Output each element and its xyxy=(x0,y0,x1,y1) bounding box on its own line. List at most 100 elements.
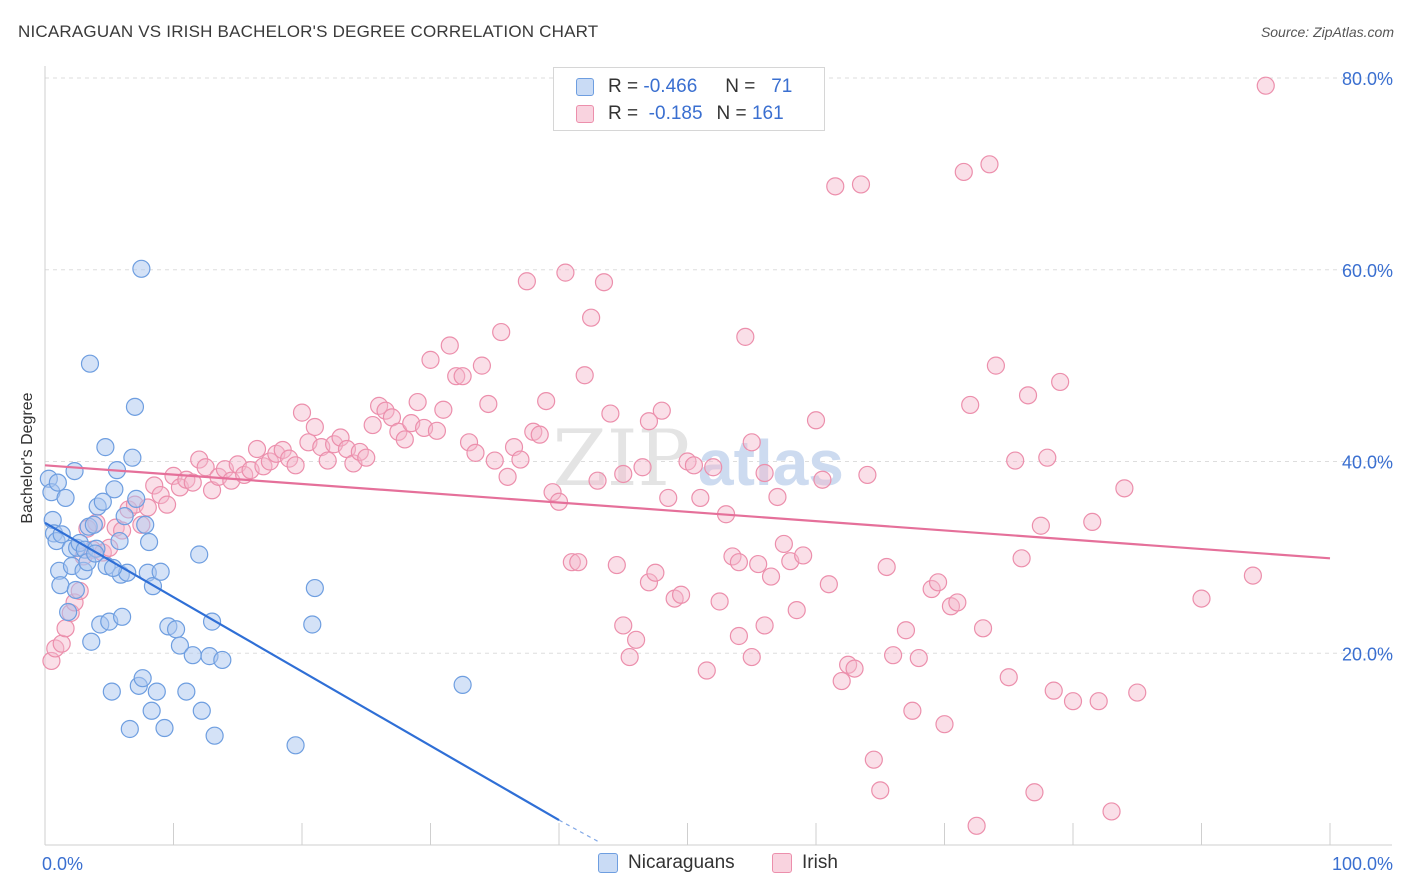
irish-point xyxy=(999,668,1018,687)
legend-swatch-pink xyxy=(576,105,594,123)
irish-point xyxy=(864,750,883,769)
irish-point xyxy=(562,553,581,572)
irish-point xyxy=(967,816,986,835)
nicaraguan-point xyxy=(151,562,170,581)
nicaraguan-point xyxy=(80,354,100,373)
irish-point xyxy=(961,395,980,415)
irish-point xyxy=(556,263,575,282)
irish-point xyxy=(1192,589,1211,608)
irish-point xyxy=(286,456,305,475)
nicaraguan-point xyxy=(136,515,155,534)
irish-point xyxy=(659,488,678,508)
irish-point xyxy=(1102,802,1121,821)
legend-label-irish: Irish xyxy=(802,852,838,873)
irish-point xyxy=(845,659,864,678)
nicaraguan-point xyxy=(123,448,142,467)
nicaraguan-point xyxy=(155,718,174,738)
irish-point xyxy=(440,336,459,355)
nicaraguan-point xyxy=(110,531,129,551)
irish-point xyxy=(196,458,215,477)
irish-point xyxy=(729,626,749,646)
irish-point xyxy=(736,327,755,346)
irish-point xyxy=(928,573,948,592)
irish-point xyxy=(1128,683,1147,702)
irish-point xyxy=(813,470,832,489)
nicaraguan-point xyxy=(142,701,161,720)
irish-point xyxy=(671,585,691,604)
irish-point xyxy=(749,554,768,574)
irish-point xyxy=(697,661,716,680)
nicaraguan-point xyxy=(96,438,115,457)
tick-labels: 20.0% 40.0% 60.0% 80.0% 0.0% 100.0% xyxy=(42,69,1393,874)
irish-point xyxy=(145,476,164,495)
irish-point xyxy=(755,463,774,483)
y-tick-label: 60.0% xyxy=(1342,261,1393,281)
nicaraguan-point xyxy=(303,615,322,634)
nicaraguan-point xyxy=(48,473,67,492)
nicaraguan-point xyxy=(213,650,232,670)
irish-point xyxy=(247,439,267,459)
nicaraguan-point xyxy=(170,636,190,655)
irish-point xyxy=(639,573,659,592)
axes xyxy=(44,66,1392,846)
nicaraguan-point xyxy=(115,507,134,526)
irish-point xyxy=(331,428,350,447)
legend-swatch-blue xyxy=(598,853,618,873)
irish-point xyxy=(376,401,395,420)
irish-point xyxy=(511,450,530,469)
irish-point xyxy=(742,647,761,667)
irish-point xyxy=(530,425,549,444)
legend-row-nicaraguans: R = -0.466 N = 71 xyxy=(576,74,792,100)
irish-point xyxy=(1063,692,1083,711)
nicaraguan-point xyxy=(105,480,124,499)
irish-point xyxy=(986,356,1006,375)
irish-point xyxy=(318,451,337,470)
nicaraguan-point xyxy=(84,515,103,534)
nicaraguan-point xyxy=(125,397,145,416)
irish-point xyxy=(826,177,845,196)
legend-n-value: 71 xyxy=(771,76,793,97)
irish-point xyxy=(569,553,588,572)
nicaraguan-point xyxy=(139,532,159,552)
nicaraguan-point xyxy=(112,607,132,626)
irish-point xyxy=(883,646,903,665)
irish-point xyxy=(56,619,75,638)
nicaraguan-point xyxy=(166,620,186,639)
x-tick-label-min: 0.0% xyxy=(42,854,83,874)
nicaraguan-point xyxy=(132,259,151,278)
nicaraguan-point xyxy=(82,632,101,651)
nicaraguan-point xyxy=(453,675,472,694)
irish-point xyxy=(614,464,633,484)
irish-point xyxy=(408,392,427,412)
series-legend: Nicaraguans Irish xyxy=(0,852,1406,876)
irish-point xyxy=(466,443,485,462)
irish-point xyxy=(357,448,376,467)
irish-point xyxy=(954,162,973,182)
nicaraguan-point xyxy=(66,580,85,600)
legend-label-nicaraguans: Nicaraguans xyxy=(628,852,735,873)
irish-point xyxy=(575,366,594,385)
legend-r-value: -0.185 xyxy=(648,103,703,124)
nicaraguan-point xyxy=(51,576,70,595)
legend-r-value: -0.466 xyxy=(643,76,698,97)
irish-point xyxy=(768,487,787,507)
irish-point xyxy=(1243,566,1263,585)
irish-point xyxy=(858,465,877,485)
nicaraguan-point xyxy=(93,492,112,511)
irish-point xyxy=(948,593,967,612)
nicaraguan-point xyxy=(205,726,224,745)
irish-point xyxy=(1031,516,1050,535)
irish-point xyxy=(1044,681,1063,700)
irish-point xyxy=(588,471,607,490)
irish-point xyxy=(1051,372,1070,392)
irish-point xyxy=(543,483,562,502)
irish-point xyxy=(729,553,749,572)
nicaraguan-point xyxy=(127,489,146,508)
irish-point xyxy=(877,557,896,577)
legend-n-label: N = xyxy=(716,103,747,124)
nicaraguan-point xyxy=(59,602,78,622)
irish-point xyxy=(492,322,511,342)
irish-point xyxy=(434,400,453,419)
irish-point xyxy=(517,272,536,291)
